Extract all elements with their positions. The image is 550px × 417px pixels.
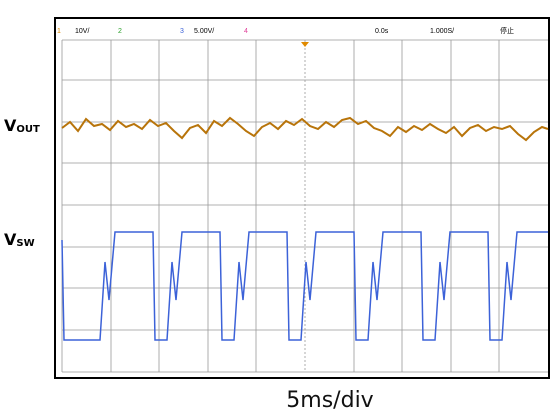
scope-capture: 1 10V/ 2 3 5.00V/ 4 0.0s 1.000S/ 停止 VOUT… xyxy=(0,0,550,417)
vsw-label: VSW xyxy=(4,230,35,250)
vout-sub: OUT xyxy=(16,124,40,135)
time-scale: 1.000S/ xyxy=(430,28,454,35)
vsw-sub: SW xyxy=(16,238,34,249)
screenshot: 1 10V/ 2 3 5.00V/ 4 0.0s 1.000S/ 停止 VOUT… xyxy=(0,0,550,417)
status: 停止 xyxy=(500,26,514,35)
ch2-number: 2 xyxy=(118,28,122,35)
vsw-main: V xyxy=(4,230,17,249)
ch3-scale: 5.00V/ xyxy=(194,28,214,35)
vout-main: V xyxy=(4,116,17,135)
time-offset: 0.0s xyxy=(375,28,389,35)
ch1-number: 1 xyxy=(57,28,61,35)
caption: 5ms/div xyxy=(286,388,373,413)
ch1-scale: 10V/ xyxy=(75,28,89,35)
ch4-number: 4 xyxy=(244,28,248,35)
ch3-number: 3 xyxy=(180,28,184,35)
vout-label: VOUT xyxy=(4,116,40,136)
